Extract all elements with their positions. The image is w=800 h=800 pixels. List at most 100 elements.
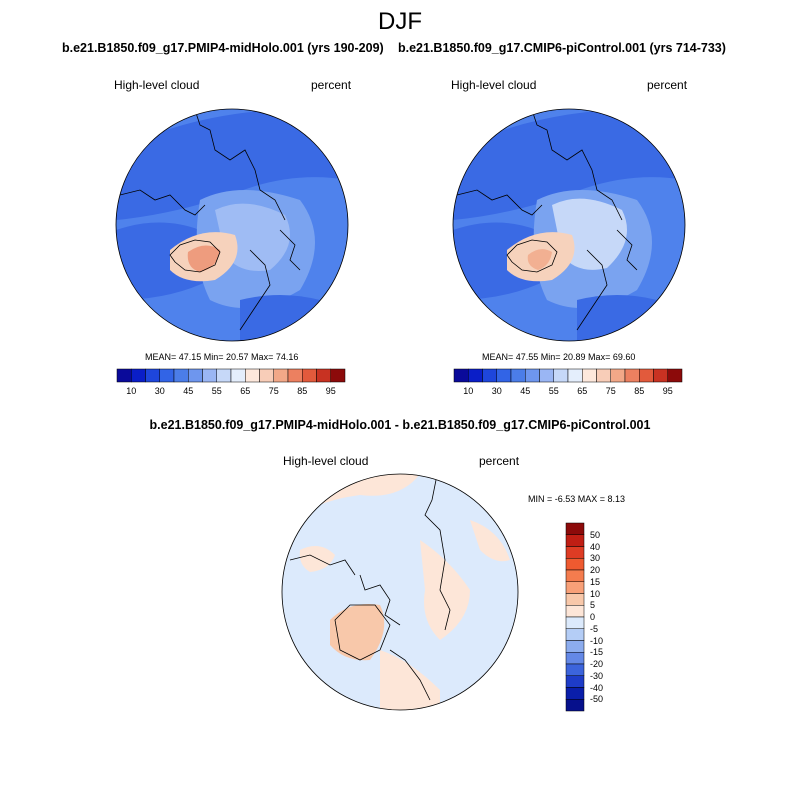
panel-2-colorbar-swatch — [653, 368, 668, 383]
panel-1-colorbar-tick-label: 95 — [325, 386, 336, 396]
diff-colorbar-swatch — [565, 699, 585, 712]
panel-2-coastlines — [456, 109, 638, 331]
diff-colorbar-tick-label: 15 — [590, 576, 601, 587]
panel-1-variable-label: High-level cloud — [114, 78, 200, 92]
panel-2-colorbar-swatch — [539, 368, 554, 383]
panel-1-colorbar-swatch — [230, 368, 246, 383]
diff-colorbar-swatch — [565, 581, 585, 594]
panel-1-colorbar-tick-label: 75 — [268, 386, 279, 396]
panel-1-colorbar-swatch — [202, 368, 217, 383]
panel-1-colorbar-swatch — [259, 368, 274, 383]
panel-2-colorbar-swatch — [567, 368, 583, 383]
diff-colorbar-swatch — [565, 616, 585, 629]
diff-colorbar-swatch — [565, 652, 585, 665]
panel-2-colorbar-tick-label: 45 — [520, 386, 531, 396]
panel-2-colorbar-swatch — [510, 368, 526, 383]
panel-2-variable-label: High-level cloud — [451, 78, 537, 92]
diff-colorbar-tick-label: 20 — [590, 565, 601, 575]
panel-2-colorbar — [453, 368, 683, 383]
panel-1-colorbar-swatch — [173, 368, 189, 383]
panel-1-colorbar-swatch — [188, 368, 203, 383]
panel-1-colorbar-tick-label: 85 — [297, 386, 308, 396]
panel-1-colorbar-tick-label: 45 — [183, 386, 194, 396]
panel-2-colorbar-tick-label: 10 — [463, 386, 474, 396]
page-title: DJF — [378, 8, 422, 35]
panel-2-colorbar-swatch — [639, 368, 654, 383]
diff-colorbar-tick-label: -5 — [590, 623, 599, 634]
panel-2-colorbar-tick-label: 85 — [634, 386, 645, 396]
panel-1-coastlines — [119, 109, 301, 331]
panel-2-colorbar-swatch — [553, 368, 569, 383]
panel-1-colorbar-tick-label: 30 — [154, 386, 165, 396]
diff-colorbar-swatch — [565, 558, 585, 571]
panel-1-colorbar-swatch — [273, 368, 289, 383]
panel-1-colorbar-swatch — [116, 368, 132, 383]
panel-2-colorbar-swatch — [482, 368, 497, 383]
diff-colorbar-swatch — [565, 640, 585, 653]
panel-2-map — [453, 109, 685, 341]
diff-colorbar-tick-label: 40 — [590, 541, 601, 552]
diff-colorbar-swatch — [565, 663, 585, 676]
panel-1-title: b.e21.B1850.f09_g17.PMIP4-midHolo.001 (y… — [62, 41, 384, 55]
diff-colorbar-tick-label: -15 — [590, 647, 604, 658]
panel-2-units-label: percent — [647, 78, 688, 92]
diff-colorbar-swatch — [565, 534, 585, 547]
diff-stats: MIN = -6.53 MAX = 8.13 — [528, 494, 626, 504]
panel-2-colorbar-tick-label: 65 — [577, 386, 588, 396]
panel-1-stats: MEAN= 47.15 Min= 20.57 Max= 74.16 — [145, 352, 299, 362]
panel-1-colorbar-swatch — [159, 368, 175, 383]
panel-2-title: b.e21.B1850.f09_g17.CMIP6-piControl.001 … — [398, 41, 726, 55]
panel-2-colorbar-tick-label: 30 — [491, 386, 502, 396]
diff-colorbar-swatch — [565, 593, 585, 606]
panel-1-map — [116, 109, 348, 341]
panel-2-colorbar-tick-label: 55 — [548, 386, 559, 396]
panel-1-colorbar-swatch — [131, 368, 146, 383]
diff-panel-title: b.e21.B1850.f09_g17.PMIP4-midHolo.001 - … — [149, 418, 651, 432]
panel-1-colorbar-tick-label: 65 — [240, 386, 251, 396]
panel-2-colorbar-swatch — [582, 368, 597, 383]
diff-colorbar-swatch — [565, 605, 585, 618]
diff-colorbar-tick-label: -30 — [590, 670, 604, 681]
diff-coastlines — [289, 479, 451, 701]
panel-2-colorbar-swatch — [624, 368, 640, 383]
panel-1-colorbar-tick-label: 55 — [211, 386, 222, 396]
panel-2-colorbar-tick-label: 75 — [605, 386, 616, 396]
diff-colorbar-tick-label: 0 — [590, 612, 596, 622]
panel-1-colorbar-swatch — [287, 368, 303, 383]
diff-units-label: percent — [479, 454, 520, 468]
panel-2-colorbar-swatch — [468, 368, 483, 383]
diff-colorbar-tick-label: 10 — [590, 588, 601, 599]
diff-colorbar-tick-label: 50 — [590, 529, 601, 540]
panel-2-colorbar-tick-label: 95 — [662, 386, 673, 396]
diff-map — [282, 474, 518, 710]
panel-2-colorbar-swatch — [610, 368, 626, 383]
diff-colorbar-tick-label: -10 — [590, 635, 604, 646]
diff-variable-label: High-level cloud — [283, 454, 369, 468]
diff-colorbar-swatch — [565, 687, 585, 700]
panel-1-colorbar-swatch — [245, 368, 260, 383]
diff-colorbar-swatch — [565, 546, 585, 559]
panel-1-units-label: percent — [311, 78, 352, 92]
panel-1-colorbar-swatch — [145, 368, 160, 383]
diff-colorbar-tick-label: 5 — [590, 600, 596, 611]
diff-colorbar-swatch — [565, 675, 585, 688]
diff-colorbar-tick-label: 30 — [590, 553, 601, 564]
diff-colorbar-tick-label: -50 — [590, 694, 604, 705]
panel-2-colorbar-swatch — [525, 368, 540, 383]
panel-1-colorbar-swatch — [330, 368, 346, 383]
panel-1-colorbar — [116, 368, 346, 383]
panel-1-colorbar-swatch — [216, 368, 232, 383]
diff-colorbar-swatch — [565, 628, 585, 641]
diff-colorbar-swatch — [565, 522, 585, 535]
panel-2-colorbar-swatch — [453, 368, 469, 383]
panel-2-colorbar-swatch — [667, 368, 683, 383]
diff-colorbar-swatch — [565, 569, 585, 582]
panel-1-colorbar-swatch — [302, 368, 317, 383]
diff-colorbar-tick-label: -40 — [590, 682, 604, 693]
diff-colorbar — [565, 522, 585, 712]
panel-2-colorbar-swatch — [496, 368, 512, 383]
diff-colorbar-tick-label: -20 — [590, 659, 604, 669]
panel-1-colorbar-tick-label: 10 — [126, 386, 137, 396]
panel-2-colorbar-swatch — [596, 368, 611, 383]
